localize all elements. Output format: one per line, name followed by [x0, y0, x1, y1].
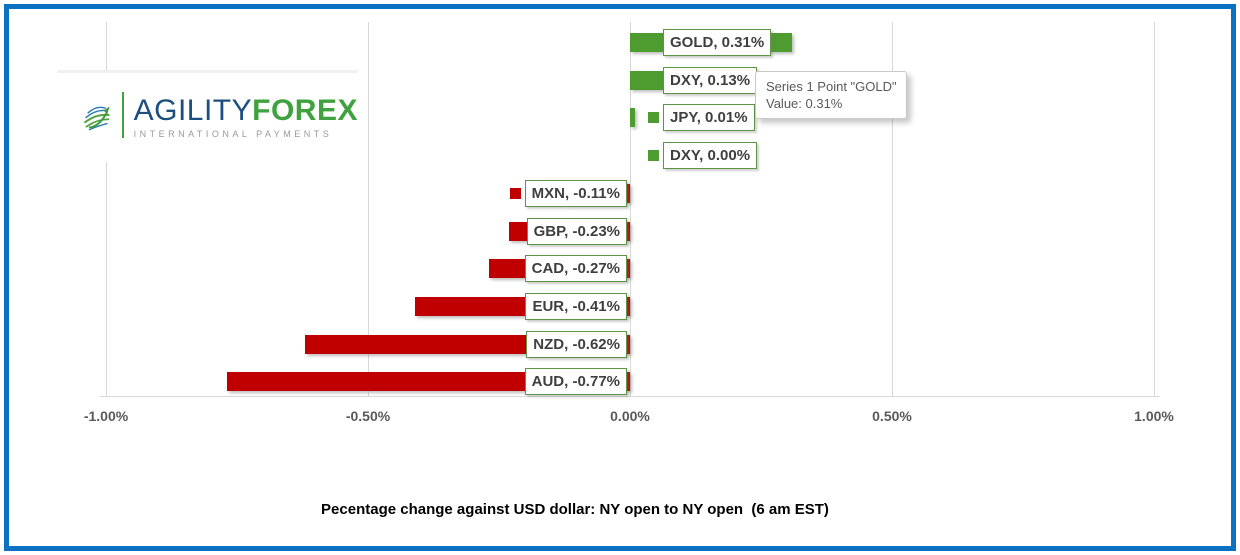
- data-label-gbp: GBP, -0.23%: [511, 217, 627, 245]
- data-label-mxn: MXN, -0.11%: [509, 179, 627, 207]
- x-tick-label: -1.00%: [83, 408, 129, 424]
- logo-tagline: INTERNATIONAL PAYMENTS: [133, 129, 333, 139]
- legend-key-icon: [648, 37, 659, 48]
- legend-key-icon: [511, 225, 523, 237]
- data-label-dxy: DXY, 0.00%: [648, 142, 758, 170]
- data-label-box: MXN, -0.11%: [524, 179, 627, 207]
- x-tick-label: 1.00%: [1134, 408, 1174, 424]
- agilityforex-logo: AGILITYFOREX INTERNATIONAL PAYMENTS: [57, 70, 358, 162]
- data-label-nzd: NZD, -0.62%: [511, 330, 627, 358]
- tooltip-series-line: Series 1 Point "GOLD": [766, 79, 897, 94]
- legend-key-icon: [510, 300, 522, 312]
- logo-divider: [121, 91, 124, 138]
- legend-key-icon: [509, 187, 521, 199]
- legend-key-icon: [511, 338, 523, 350]
- data-label-box: JPY, 0.01%: [663, 104, 755, 132]
- x-tick-label: 0.00%: [610, 408, 650, 424]
- data-label-box: GOLD, 0.31%: [663, 29, 772, 56]
- data-label-box: NZD, -0.62%: [526, 330, 627, 358]
- data-label-dxy: DXY, 0.13%: [648, 66, 758, 94]
- data-label-box: DXY, 0.13%: [663, 66, 758, 94]
- x-tick-label: -0.50%: [345, 408, 391, 424]
- gridline: [368, 22, 369, 396]
- legend-key-icon: [648, 112, 659, 124]
- legend-key-icon: [648, 150, 659, 162]
- globe-arrow-icon: [84, 105, 110, 130]
- data-label-eur: EUR, -0.41%: [510, 292, 627, 320]
- legend-key-icon: [648, 74, 659, 86]
- hover-tooltip: Series 1 Point "GOLD" Value: 0.31%: [755, 71, 907, 119]
- x-axis-line: [100, 396, 1160, 397]
- data-label-box: AUD, -0.77%: [524, 368, 627, 396]
- x-tick-label: 0.50%: [872, 408, 912, 424]
- tooltip-value-line: Value: 0.31%: [766, 96, 843, 111]
- data-label-box: CAD, -0.27%: [524, 255, 627, 283]
- legend-key-icon: [509, 263, 521, 275]
- data-label-aud: AUD, -0.77%: [509, 368, 627, 396]
- legend-key-icon: [509, 376, 521, 388]
- gridline: [1154, 22, 1155, 396]
- data-label-jpy: JPY, 0.01%: [648, 104, 755, 132]
- logo-agility-text: AGILITY: [133, 94, 253, 127]
- gridline: [630, 22, 631, 396]
- data-label-box: DXY, 0.00%: [663, 142, 758, 170]
- data-label-box: EUR, -0.41%: [525, 292, 627, 320]
- chart-title: Pecentage change against USD dollar: NY …: [321, 501, 829, 518]
- gridline: [892, 22, 893, 396]
- data-label-cad: CAD, -0.27%: [509, 255, 627, 283]
- bar-jpy[interactable]: [630, 108, 636, 128]
- logo-wordmark: AGILITYFOREX: [134, 96, 358, 126]
- data-label-box: GBP, -0.23%: [526, 217, 627, 245]
- logo-forex-text: FOREX: [252, 94, 358, 127]
- data-label-gold: GOLD, 0.31%: [648, 29, 772, 56]
- gridline: [106, 22, 107, 396]
